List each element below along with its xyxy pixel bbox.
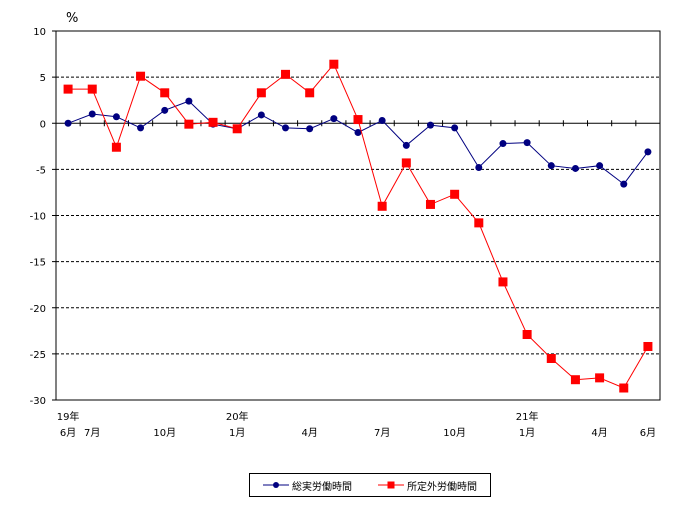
data-point-overtime-hours [522,330,532,340]
data-point-total-hours [547,162,555,170]
x-tick-label: 6月 [60,427,76,439]
x-tick-label: 6月 [640,427,656,439]
data-point-overtime-hours [111,142,121,152]
y-tick-label: -25 [30,350,46,361]
data-point-total-hours [451,124,459,132]
x-tick-label: 1月 [229,427,245,439]
y-axis: 10 5 0 -5 -10 -15 -20 -25 -30 [30,27,56,407]
legend: 総実労働時間 所定外労働時間 [249,473,491,497]
data-point-total-hours [64,119,72,127]
x-axis: 19年 6月 7月 10月 20年 1月 4月 7月 10月 21年 1月 4月 6月 [55,120,661,439]
data-point-total-hours [499,140,507,148]
data-point-overtime-hours [136,71,146,81]
y-tick-label: -15 [30,258,46,269]
data-point-overtime-hours [570,375,580,385]
data-point-total-hours [475,164,483,172]
y-unit-label: % [66,11,78,26]
data-point-total-hours [644,148,652,156]
y-tick-label: -5 [36,165,46,176]
data-point-total-hours [112,113,120,121]
y-tick-label: 10 [33,27,46,38]
data-point-overtime-hours [474,218,484,228]
x-tick-label: 4月 [301,427,317,439]
data-point-total-hours [523,139,531,147]
data-point-overtime-hours [353,115,363,125]
data-point-overtime-hours [401,158,411,168]
x-tick-label: 10月 [153,427,176,439]
data-point-total-hours [161,106,169,114]
data-point-overtime-hours [498,277,508,287]
data-point-total-hours [426,121,434,129]
series-line-overtime-hours [68,63,649,389]
legend-label-overtime-hours: 所定外労働時間 [407,481,477,493]
data-point-total-hours [330,115,338,123]
x-year-label: 20年 [226,410,249,423]
data-point-overtime-hours [256,88,266,98]
data-point-total-hours [402,141,410,149]
data-point-overtime-hours [425,199,435,209]
data-point-overtime-hours [305,88,315,98]
data-point-overtime-hours [63,84,73,94]
data-point-total-hours [596,162,604,170]
data-point-overtime-hours [450,189,460,199]
legend-item-overtime-hours: 所定外労働時間 [378,478,477,493]
y-tick-label: -30 [30,396,46,407]
y-tick-label: 0 [40,119,46,130]
data-point-overtime-hours [281,69,291,79]
x-tick-label: 10月 [443,427,466,439]
data-point-overtime-hours [546,353,556,363]
y-tick-label: -10 [30,212,46,223]
data-point-total-hours [378,116,386,124]
data-point-overtime-hours [643,341,653,351]
data-point-overtime-hours [184,119,194,129]
data-point-total-hours [620,180,628,188]
data-point-overtime-hours [160,88,170,98]
x-tick-label: 4月 [591,427,607,439]
legend-label-total-hours: 総実労働時間 [292,481,352,493]
data-point-total-hours [354,128,362,136]
data-point-total-hours [185,97,193,105]
data-point-overtime-hours [619,383,629,393]
data-point-total-hours [257,111,265,119]
legend-item-total-hours: 総実労働時間 [263,478,352,493]
data-point-total-hours [571,164,579,172]
data-point-total-hours [306,125,314,133]
data-point-total-hours [88,110,96,118]
data-point-total-hours [137,124,145,132]
data-point-overtime-hours [595,373,605,383]
x-tick-label: 1月 [519,427,535,439]
x-tick-label: 7月 [374,427,390,439]
x-tick-label: 7月 [84,427,100,439]
x-year-label: 19年 [57,410,80,423]
series-line-total-hours [67,100,649,185]
series-group [63,59,653,393]
legend-square-marker-icon [378,481,404,489]
data-point-overtime-hours [329,59,339,69]
data-point-overtime-hours [208,117,218,127]
legend-circle-marker-icon [263,482,289,488]
y-tick-label: -20 [30,304,46,315]
data-point-overtime-hours [232,124,242,134]
data-point-overtime-hours [377,201,387,211]
y-tick-label: 5 [40,73,46,84]
data-point-overtime-hours [87,84,97,94]
x-year-label: 21年 [516,410,539,423]
data-point-total-hours [282,124,290,132]
